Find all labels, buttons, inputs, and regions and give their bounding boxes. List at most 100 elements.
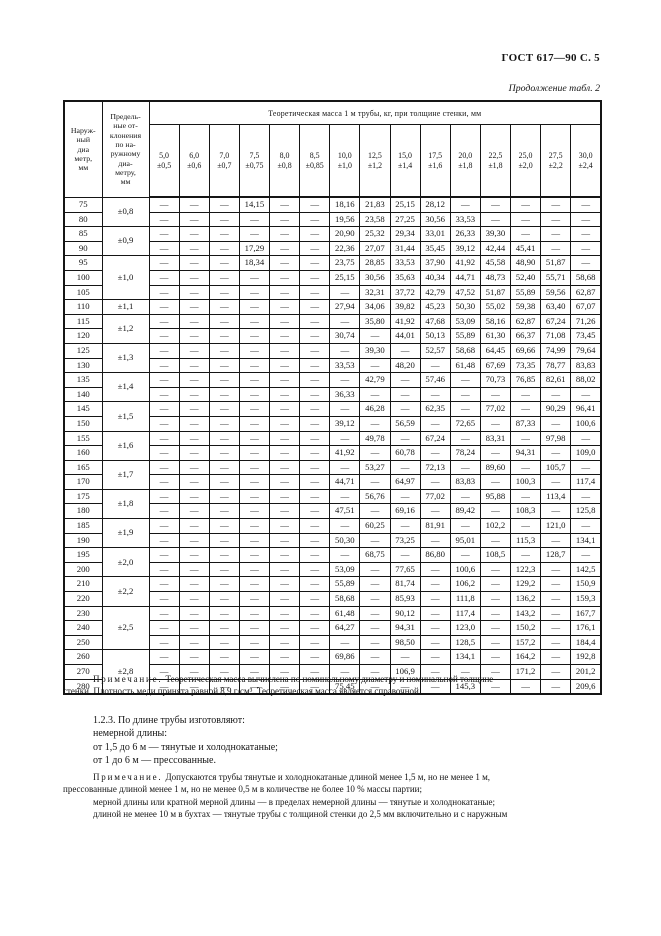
mass-value-cell: 111,8 [449, 591, 481, 607]
tolerance-cell: ±0,8 [101, 196, 150, 228]
wall-thickness-header: 25,0 ±2,0 [509, 124, 542, 198]
mass-value-cell: — [268, 196, 301, 213]
mass-value-cell: 106,2 [449, 576, 481, 593]
mass-value-cell: 50,30 [449, 299, 481, 315]
mass-value-cell: 176,1 [570, 620, 602, 636]
table-continuation-label: Продолжение табл. 2 [508, 83, 600, 94]
mass-value-cell: — [299, 518, 331, 534]
mass-value-cell: — [509, 386, 542, 403]
mass-value-cell: — [178, 503, 210, 520]
mass-value-cell: 102,2 [479, 518, 512, 534]
mass-value-cell: — [148, 211, 180, 228]
mass-value-cell: — [178, 634, 210, 651]
text-line: мерной длины или кратной мерной длины — … [93, 796, 495, 807]
mass-value-cell: 69,16 [389, 503, 421, 520]
mass-value-cell: — [238, 342, 271, 359]
mass-value-cell: 108,3 [509, 503, 542, 520]
wall-thickness-header: 5,0 ±0,5 [148, 124, 180, 198]
mass-value-cell: 33,53 [329, 357, 361, 374]
mass-value-cell: — [299, 634, 331, 651]
diameter-cell: 190 [63, 532, 103, 549]
mass-value-cell: 115,3 [509, 532, 542, 549]
mass-value-cell: 85,93 [389, 591, 421, 607]
mass-value-cell: — [299, 591, 331, 607]
mass-value-cell: 35,63 [389, 269, 421, 286]
diameter-cell: 210 [63, 576, 103, 593]
mass-value-cell: — [148, 255, 180, 271]
mass-value-cell: 33,53 [389, 255, 421, 271]
note-label: Примечание. [93, 674, 163, 684]
mass-value-cell: — [178, 255, 210, 271]
mass-value-cell: 44,71 [449, 269, 481, 286]
mass-value-cell: 134,1 [570, 532, 602, 549]
mass-value-cell: — [208, 634, 240, 651]
diameter-cell: 200 [63, 561, 103, 578]
mass-value-cell: — [509, 196, 542, 213]
mass-value-cell: — [299, 269, 331, 286]
mass-value-cell: 23,58 [359, 211, 391, 228]
mass-value-cell: 39,82 [389, 299, 421, 315]
mass-value-cell: 69,66 [509, 342, 542, 359]
mass-value-cell: — [268, 269, 301, 286]
mass-value-cell: 82,61 [540, 372, 572, 388]
mass-value-cell: 58,16 [479, 313, 512, 330]
mass-value-cell: — [389, 649, 421, 665]
mass-value-cell: 21,83 [359, 196, 391, 213]
mass-value-cell: — [148, 591, 180, 607]
mass-value-cell: 25,15 [389, 196, 421, 213]
mass-value-cell: 55,89 [449, 328, 481, 344]
mass-value-cell: — [329, 547, 361, 563]
mass-value-cell: — [299, 240, 331, 257]
mass-value-cell: 37,90 [419, 255, 451, 271]
mass-value-cell: 129,2 [509, 576, 542, 593]
mass-value-cell: — [419, 386, 451, 403]
mass-value-cell: — [208, 284, 240, 301]
mass-value-cell: — [148, 605, 180, 622]
mass-value-cell: — [479, 620, 512, 636]
mass-value-cell: — [540, 532, 572, 549]
mass-value-cell: 121,0 [540, 518, 572, 534]
mass-value-cell: 47,51 [329, 503, 361, 520]
mass-value-cell: — [570, 226, 602, 242]
mass-value-cell: 18,34 [238, 255, 271, 271]
mass-value-cell: — [299, 386, 331, 403]
mass-value-cell: — [238, 313, 271, 330]
mass-value-cell: — [359, 415, 391, 432]
mass-value-cell: — [178, 357, 210, 374]
mass-value-cell: — [208, 430, 240, 447]
mass-value-cell: — [419, 474, 451, 490]
mass-value-cell: — [148, 518, 180, 534]
text-line: немерной длины: [93, 728, 168, 740]
mass-value-cell: — [208, 372, 240, 388]
mass-value-cell: — [449, 518, 481, 534]
mass-value-cell: 86,80 [419, 547, 451, 563]
mass-value-cell: — [419, 532, 451, 549]
mass-value-cell: — [509, 430, 542, 447]
mass-value-cell: — [268, 561, 301, 578]
mass-value-cell: 60,78 [389, 445, 421, 461]
mass-value-cell: — [570, 547, 602, 563]
mass-value-cell: — [268, 313, 301, 330]
mass-value-cell: 96,41 [570, 401, 602, 417]
mass-value-cell: 36,33 [329, 386, 361, 403]
mass-value-cell: 28,85 [359, 255, 391, 271]
mass-value-cell: — [208, 561, 240, 578]
mass-value-cell: — [208, 342, 240, 359]
mass-value-cell: — [299, 503, 331, 520]
diameter-cell: 160 [63, 445, 103, 461]
mass-value-cell: 123,0 [449, 620, 481, 636]
mass-value-cell: — [208, 328, 240, 344]
mass-value-cell: 30,56 [359, 269, 391, 286]
tolerance-cell: ±1,1 [101, 299, 150, 315]
wall-thickness-header: 7,0 ±0,7 [208, 124, 240, 198]
mass-value-cell: 22,36 [329, 240, 361, 257]
mass-value-cell: — [299, 649, 331, 665]
mass-value-cell: 159,3 [570, 591, 602, 607]
mass-value-cell: 42,44 [479, 240, 512, 257]
mass-value-cell: 35,80 [359, 313, 391, 330]
mass-value-cell: 44,01 [389, 328, 421, 344]
mass-value-cell: — [148, 196, 180, 213]
mass-value-cell: — [148, 313, 180, 330]
table-row: 90— — —17,29— —22,36 27,07 31,44 35,45 39,12 42,… [63, 240, 602, 257]
mass-value-cell: — [208, 269, 240, 286]
